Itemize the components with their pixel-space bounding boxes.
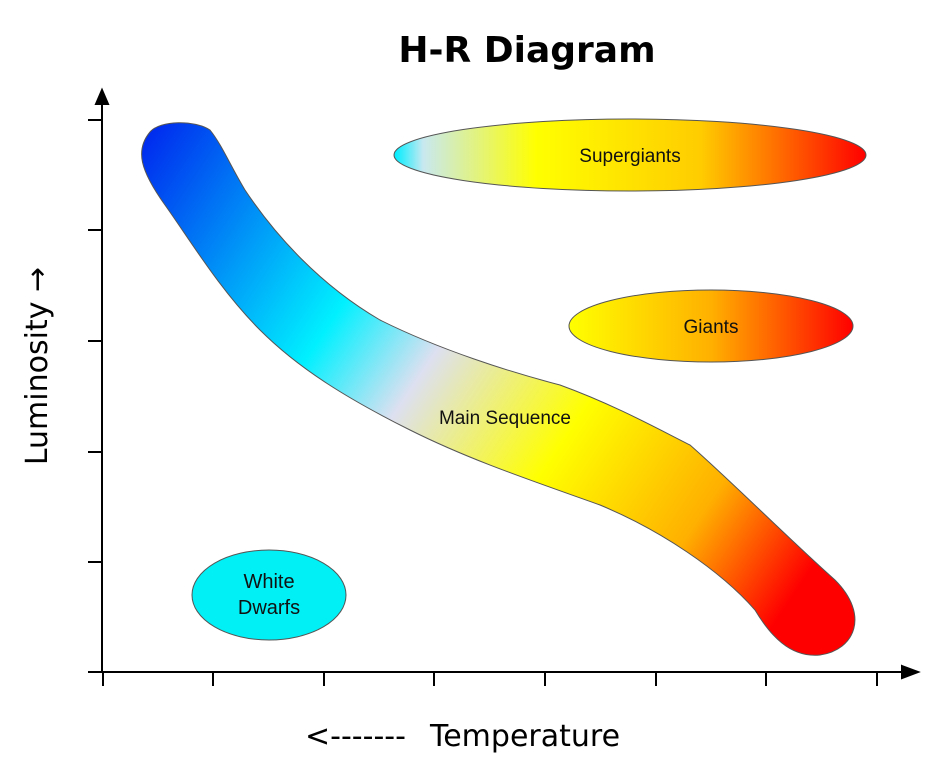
y-axis-label: Luminosity →	[20, 267, 55, 465]
main-sequence-label: Main Sequence	[439, 408, 571, 429]
giants-label: Giants	[684, 317, 739, 338]
supergiants-region	[393, 118, 867, 192]
x-axis-label: Temperature	[429, 719, 620, 754]
white-dwarfs-label-line1: White	[243, 571, 294, 593]
x-axis-arrow: <-------	[305, 719, 406, 754]
giants-region	[568, 289, 854, 363]
x-axis	[88, 664, 921, 686]
supergiants-label: Supergiants	[579, 146, 680, 167]
white-dwarfs-region	[191, 549, 347, 641]
main-sequence-band	[141, 122, 856, 656]
y-axis	[88, 87, 110, 672]
white-dwarfs-label-line2: Dwarfs	[238, 597, 300, 619]
diagram-title: H-R Diagram	[398, 30, 655, 71]
